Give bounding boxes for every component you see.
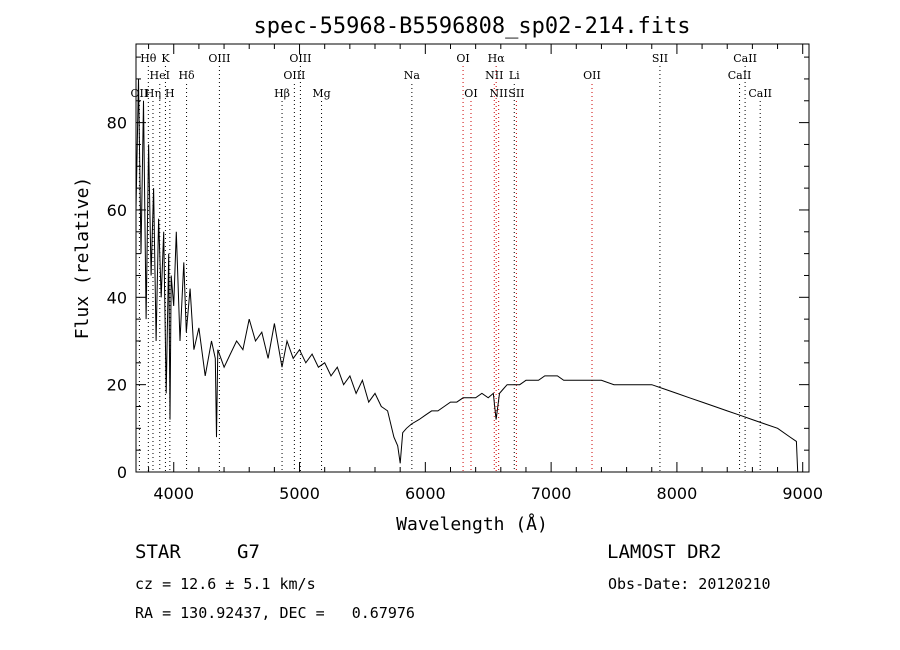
y-tick-label: 40 [107, 288, 127, 307]
y-tick-label: 80 [107, 114, 127, 133]
line-marker-label: NII [485, 69, 503, 82]
line-marker-label: Hθ [140, 52, 157, 65]
line-marker-label: CaII [733, 52, 757, 65]
line-marker-label: H [165, 87, 175, 100]
line-marker-label: OIII [208, 52, 230, 65]
y-tick-label: 0 [117, 463, 127, 482]
line-marker-label: HeI [150, 69, 170, 82]
line-marker-label: Mg [312, 87, 330, 100]
line-marker-label: OII [131, 87, 149, 100]
line-marker-label: Hβ [274, 87, 290, 100]
object-subclass: G7 [237, 541, 260, 563]
object-class: STAR [135, 541, 181, 563]
y-tick-label: 20 [107, 376, 127, 395]
line-marker-label: SII [508, 87, 524, 100]
line-marker-label: Hη [145, 87, 161, 100]
spectrum-line [135, 78, 801, 473]
line-marker-label: OI [464, 87, 477, 100]
line-marker-label: OII [583, 69, 601, 82]
spectrum [135, 78, 801, 473]
line-marker-label: Hα [488, 52, 506, 65]
y-axis: 0 20 40 60 80 [107, 56, 809, 482]
y-tick-label: 60 [107, 201, 127, 220]
line-marker-label: OIII [283, 69, 305, 82]
line-marker-label: CaII [748, 87, 772, 100]
observation-date: Obs-Date: 20120210 [608, 575, 771, 593]
x-tick-label: 9000 [782, 484, 823, 503]
line-marker-label: OI [456, 52, 469, 65]
line-marker-label: Na [404, 69, 421, 82]
line-marker-label: SII [652, 52, 668, 65]
line-marker-label: K [161, 52, 170, 65]
x-tick-label: 7000 [531, 484, 572, 503]
plot-frame [135, 43, 810, 473]
x-tick-label: 6000 [405, 484, 446, 503]
line-marker-label: OIII [289, 52, 311, 65]
line-markers: OII Hθ Hη HeI K HHδ OIII Hβ OIII OIII Mg Na OI OI NII H… [131, 52, 772, 472]
y-axis-label: Flux (relative) [72, 177, 93, 340]
chart-title: spec-55968-B5596808_sp02-214.fits [253, 14, 690, 39]
x-tick-label: 8000 [657, 484, 698, 503]
coordinates: RA = 130.92437, DEC = 0.67976 [135, 604, 415, 622]
x-tick-label: 4000 [153, 484, 194, 503]
line-marker-label: Hδ [178, 69, 195, 82]
x-tick-label: 5000 [279, 484, 320, 503]
redshift-velocity: cz = 12.6 ± 5.1 km/s [135, 575, 316, 593]
x-axis: 4000 5000 6000 7000 8000 9000 [148, 44, 823, 503]
line-marker-label: NII [490, 87, 508, 100]
line-marker-label: Li [509, 69, 520, 82]
survey-name: LAMOST DR2 [607, 541, 722, 563]
line-marker-label: CaII [728, 69, 752, 82]
x-axis-label: Wavelength (Å) [396, 513, 548, 535]
